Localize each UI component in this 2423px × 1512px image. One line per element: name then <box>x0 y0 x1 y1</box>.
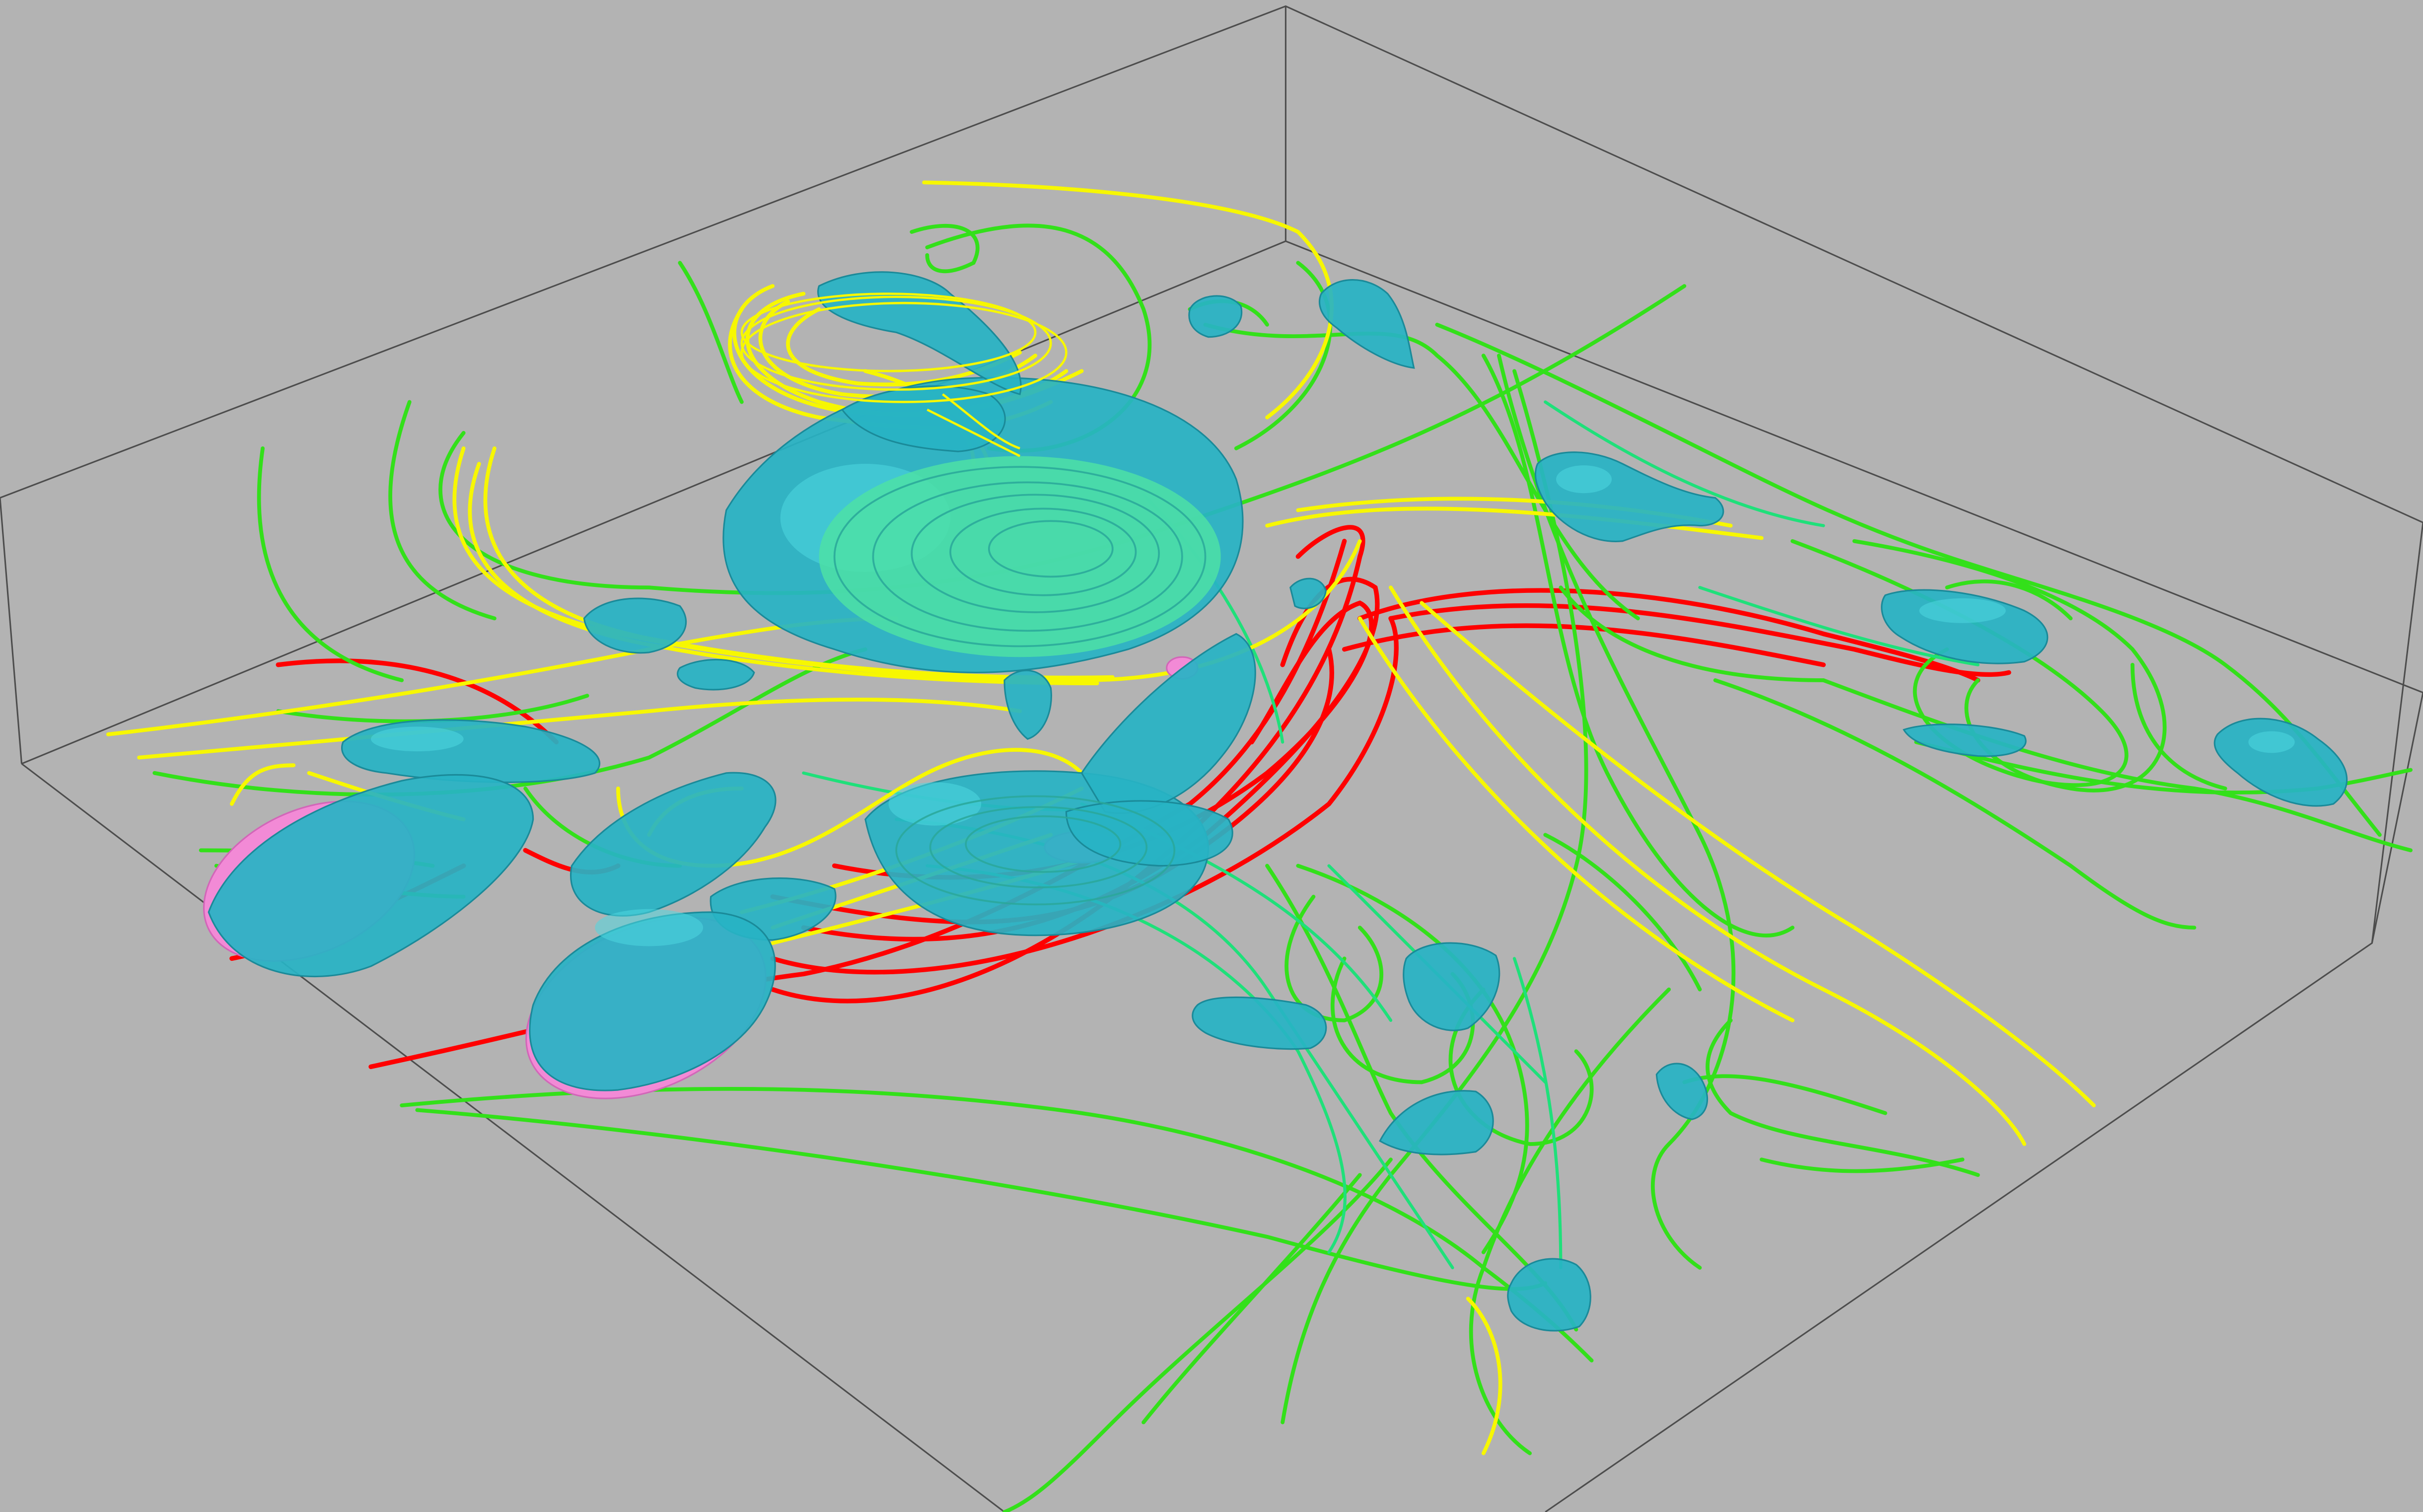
lower-blob-2 <box>1403 942 1500 1031</box>
bounding-box-wireframe <box>0 5 2423 1512</box>
lower-blob-3 <box>1379 1090 1494 1155</box>
vortex-swirl-lines <box>833 466 1207 906</box>
vortex-core <box>819 456 1221 657</box>
small-blob-4 <box>1289 577 1327 609</box>
small-blob-3 <box>1003 669 1052 740</box>
bottom-blob <box>1507 1258 1591 1332</box>
lower-blob-1 <box>1192 996 1327 1050</box>
small-blob-1 <box>583 597 687 654</box>
small-blob-6 <box>1319 279 1415 369</box>
far-right-blob <box>2213 718 2348 807</box>
lower-blob-4 <box>1655 1063 1709 1120</box>
small-blob-2 <box>677 658 755 691</box>
cyan-isosurface-blobs <box>208 271 2348 1332</box>
right-blob-2 <box>1902 723 2027 757</box>
yellow-vortex-loops <box>740 292 1068 457</box>
small-blob-5 <box>1188 295 1243 338</box>
left-lower-blob <box>208 774 534 978</box>
